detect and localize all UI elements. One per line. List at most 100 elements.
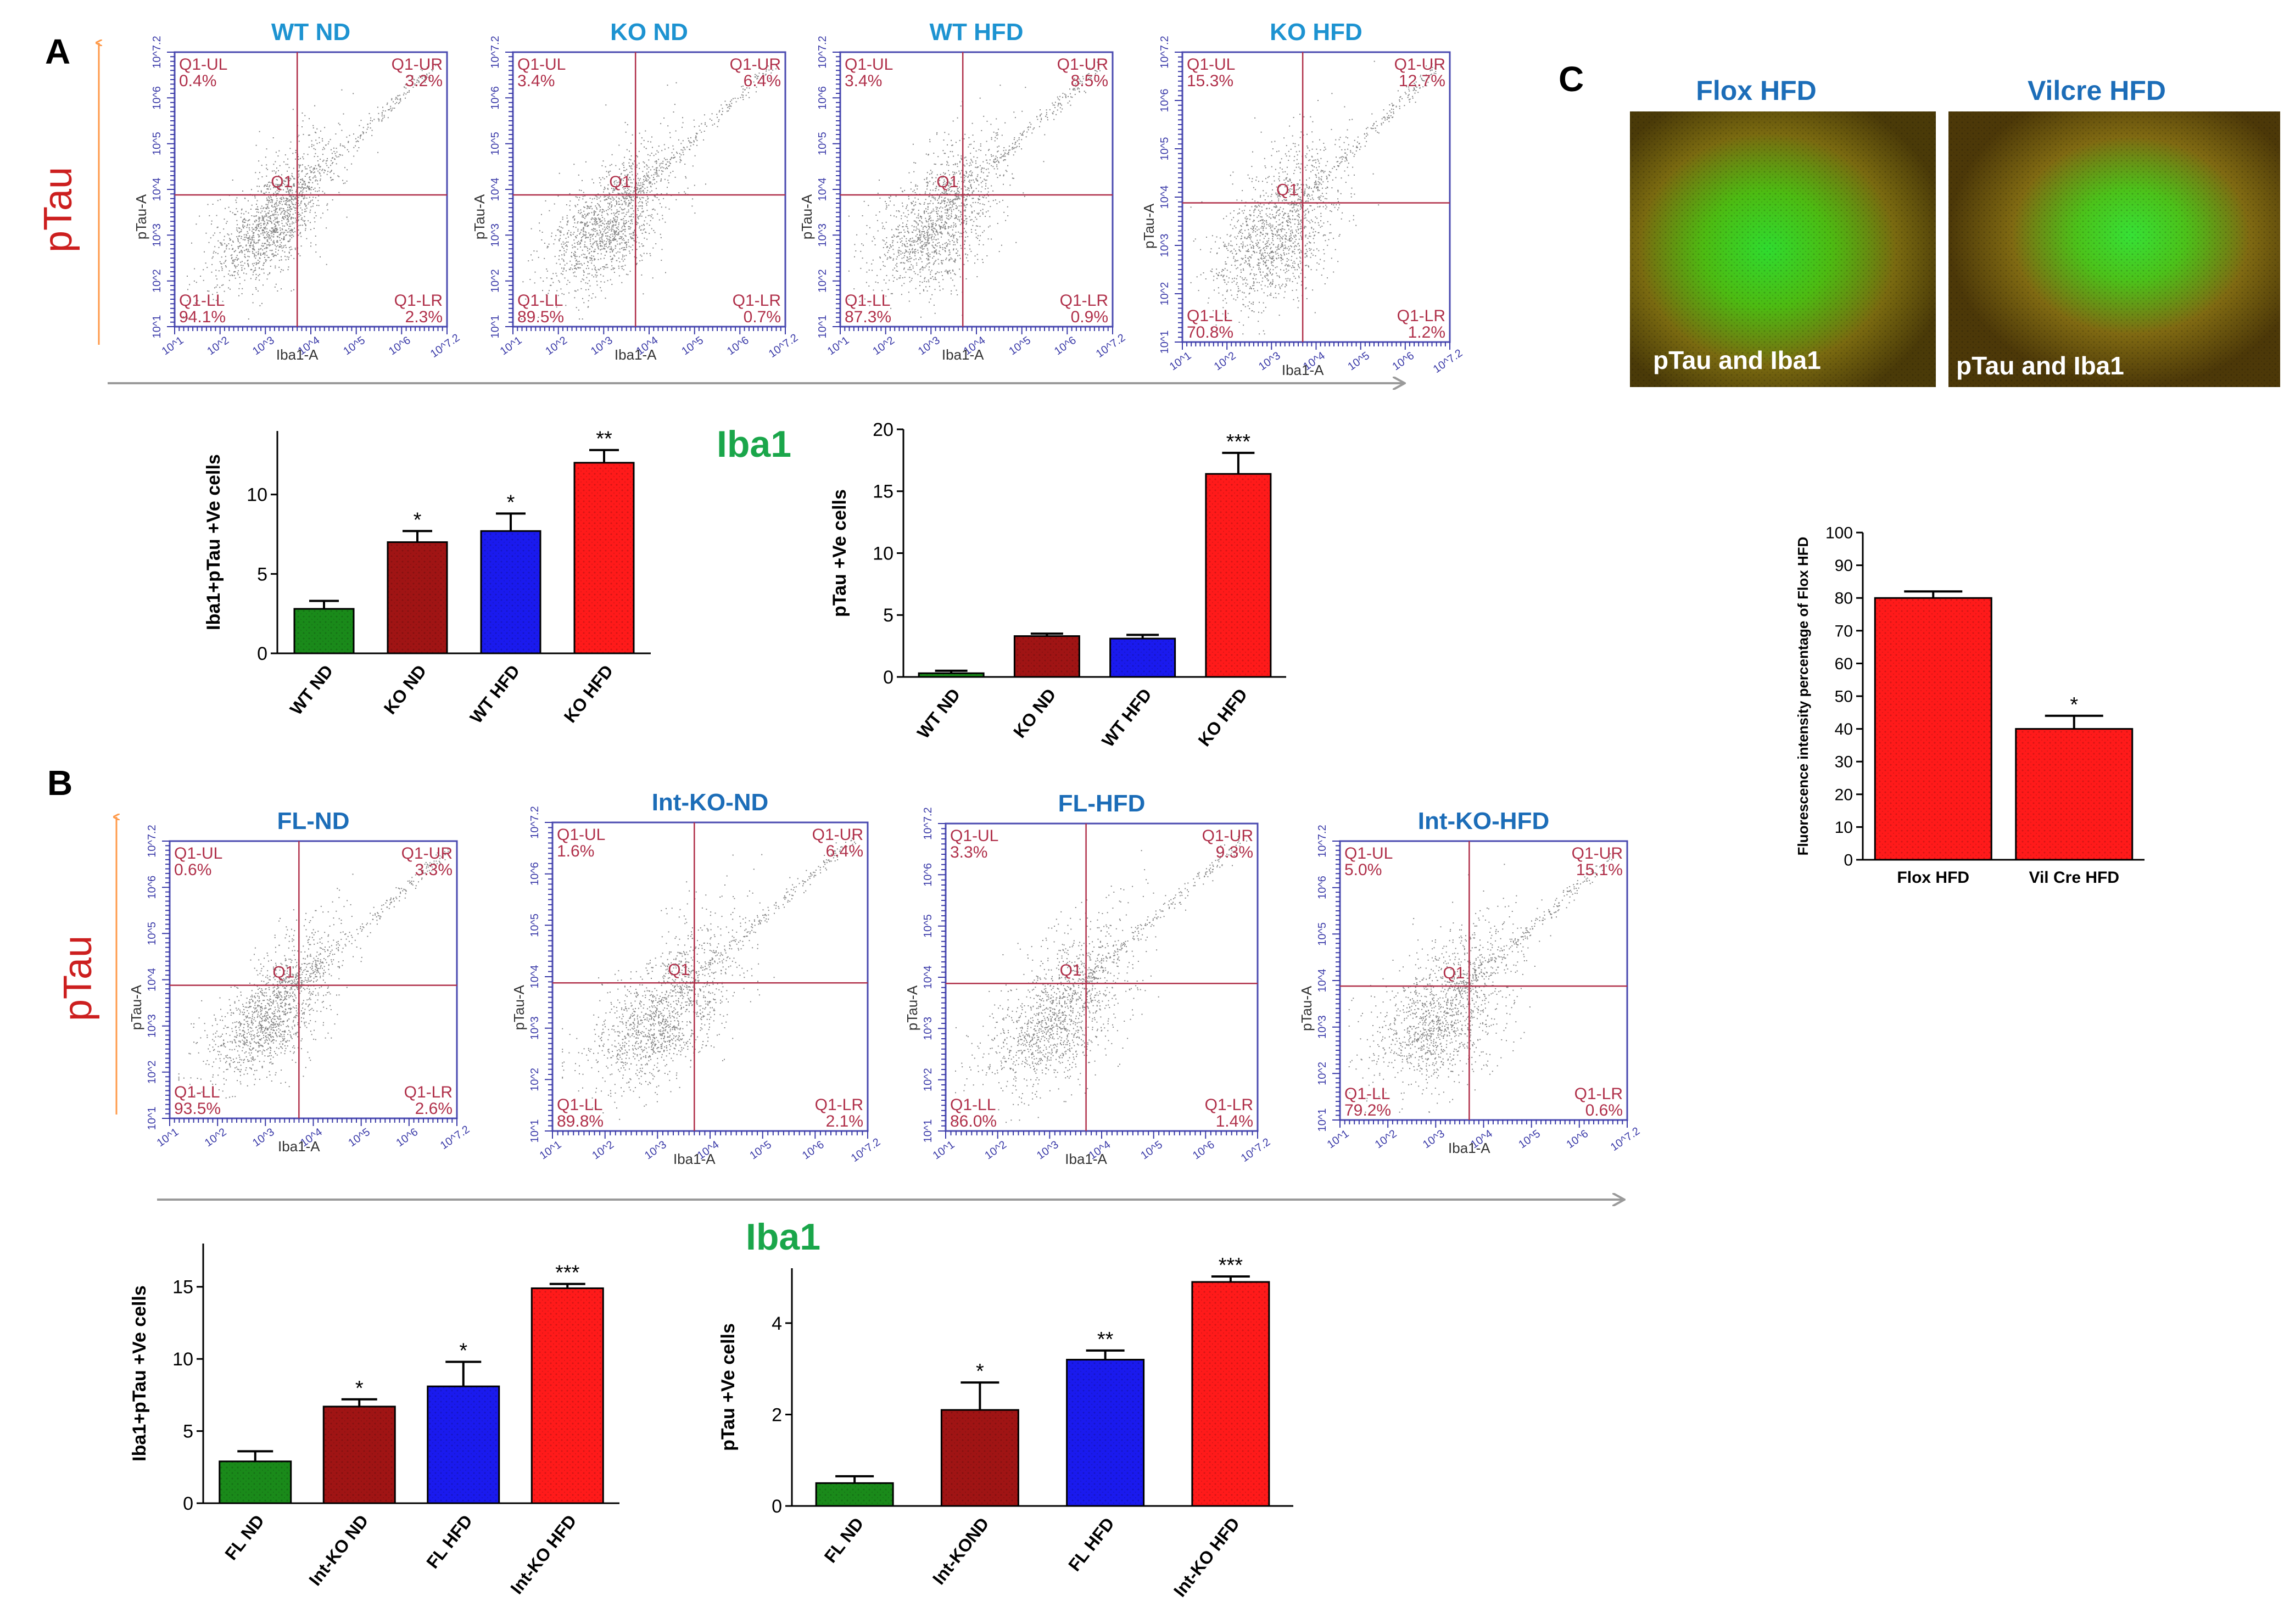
flow-plot-frame (1181, 51, 1451, 343)
y-tick-label: 100 (1825, 524, 1853, 542)
y-axis-label: pTau-A (904, 985, 920, 1031)
y-tick-label: 90 (1835, 557, 1853, 575)
x-tick-label: 10^3 (1035, 1139, 1061, 1162)
x-category-label: FL HFD (1064, 1514, 1118, 1575)
quadrant-ur-name: Q1-UR (1572, 844, 1623, 863)
y-tick-label: 0 (772, 1496, 782, 1517)
quadrant-ll-value: 70.8% (1187, 323, 1233, 341)
flow-plot: FL-HFDQ1-UL3.3%Q1-UR9.3%Q1-LL86.0%Q1-LR1… (904, 790, 1272, 1167)
y-tick-label: 10^5 (922, 914, 934, 938)
y-tick-label: 10^7.2 (489, 36, 501, 68)
y-tick-label: 0 (883, 667, 894, 688)
flow-plot-scatter (1348, 853, 1622, 1113)
y-tick-label: 70 (1835, 622, 1853, 640)
significance-label: * (2070, 693, 2078, 716)
y-tick-label: 10^6 (817, 86, 829, 110)
quadrant-ll-value: 86.0% (950, 1112, 997, 1130)
x-tick-label: 10^2 (1212, 350, 1238, 373)
x-tick-label: 10^2 (1373, 1128, 1399, 1151)
x-tick-label: 10^2 (205, 334, 231, 358)
y-tick-label: 5 (883, 605, 894, 626)
quadrant-center-label: Q1 (936, 173, 958, 191)
bar-chart-c-fluorescence: 0 10 20 30 40 50 60 70 80 90 100 Fluorescence inten… (1795, 524, 2145, 887)
quadrant-ul-value: 0.6% (174, 861, 211, 879)
y-tick-label: 10^6 (922, 863, 934, 887)
bar-texture (1014, 636, 1080, 677)
x-tick-label: 10^7.2 (428, 332, 462, 360)
panel-label-c: C (1559, 59, 1584, 99)
tick-marks (505, 52, 786, 334)
x-tick-label: 10^5 (341, 334, 367, 358)
quadrant-ur-value: 6.4% (826, 842, 863, 860)
quadrant-ur-value: 12.7% (1399, 72, 1445, 90)
iba1-label-b: Iba1 (746, 1216, 820, 1258)
significance-label: * (414, 508, 422, 531)
x-axis-label: Iba1-A (1282, 362, 1324, 378)
quadrant-ul-value: 3.4% (845, 72, 882, 90)
micrograph-vilcre-hfd: Vilcre HFD pTau and Iba1 (1948, 75, 2280, 387)
x-axis-label: Iba1-A (276, 346, 319, 363)
quadrant-ul-value: 3.3% (950, 843, 987, 861)
flow-plot-title: FL-HFD (1058, 790, 1146, 817)
y-tick-label: 10^2 (146, 1060, 158, 1084)
quadrant-lr-name: Q1-LR (733, 292, 781, 310)
y-tick-label: 10^2 (151, 269, 163, 293)
x-tick-label: 10^3 (1421, 1128, 1447, 1151)
x-category-label: Flox HFD (1897, 869, 1969, 887)
x-category-label: FL ND (820, 1514, 868, 1566)
y-tick-label: 10^2 (1159, 282, 1171, 306)
tick-marks (833, 52, 1113, 334)
x-category-label: FL HFD (422, 1511, 476, 1572)
bar-texture (1192, 1281, 1269, 1506)
y-tick-label: 10^7.2 (146, 825, 158, 857)
x-tick-label: 10^6 (1191, 1139, 1217, 1162)
y-tick-label: 10^4 (146, 968, 158, 992)
y-axis-label: pTau-A (798, 194, 815, 239)
x-tick-label: 10^7.2 (849, 1136, 883, 1164)
x-tick-label: 10^6 (1565, 1128, 1591, 1151)
quadrant-ll-name: Q1-LL (1187, 307, 1232, 325)
y-tick-label: 15 (873, 481, 894, 502)
quadrant-center-label: Q1 (271, 173, 293, 191)
y-tick-label: 10^6 (529, 862, 541, 886)
y-tick-label: 10^7.2 (529, 806, 541, 838)
y-tick-label: 10^6 (151, 86, 163, 110)
x-category-label: WT HFD (466, 661, 524, 727)
iba1-label-a: Iba1 (717, 423, 791, 465)
quadrant-ul-name: Q1-UL (174, 844, 222, 863)
x-tick-label: 10^3 (250, 1126, 277, 1150)
quadrant-ur-value: 9.3% (1216, 843, 1253, 861)
quadrant-ul-value: 5.0% (1344, 861, 1382, 879)
bar-texture (219, 1461, 291, 1503)
y-tick-label: 10^1 (922, 1119, 934, 1143)
y-tick-label: 10^5 (1159, 137, 1171, 161)
tick-marks (545, 822, 868, 1139)
y-tick-label: 10^6 (1159, 89, 1171, 113)
x-tick-label: 10^1 (498, 334, 524, 358)
x-category-label: KO HFD (1194, 685, 1252, 750)
x-tick-label: 10^5 (1138, 1139, 1165, 1162)
y-tick-label: 10^3 (151, 223, 163, 247)
y-tick-label: 10 (873, 543, 894, 564)
y-tick-label: 10 (1835, 819, 1853, 837)
x-axis-label: Iba1-A (1065, 1151, 1107, 1167)
quadrant-ur-value: 3.2% (405, 72, 443, 90)
bar-texture (532, 1288, 604, 1503)
quadrant-lr-name: Q1-LR (1574, 1085, 1623, 1103)
y-axis-label: pTau-A (471, 194, 488, 239)
significance-label: * (507, 491, 515, 514)
bar-chart-a-iba1-ptau: 0 5 10 Iba1+pTau +Ve cells WT ND * KO ND * WT HF… (203, 428, 651, 727)
quadrant-lr-value: 0.9% (1071, 308, 1108, 326)
quadrant-lr-value: 2.6% (415, 1100, 453, 1118)
significance-label: *** (1226, 430, 1251, 453)
y-tick-label: 15 (172, 1277, 193, 1298)
x-tick-label: 10^3 (643, 1139, 669, 1162)
flow-plot-title: FL-ND (277, 808, 350, 835)
quadrant-ur-name: Q1-UR (1394, 55, 1445, 74)
y-tick-label: 10^5 (529, 914, 541, 937)
quadrant-lr-value: 1.2% (1408, 323, 1445, 341)
y-tick-label: 10^5 (817, 132, 829, 155)
quadrant-ur-name: Q1-UR (401, 844, 453, 863)
micrograph-texture (1948, 111, 2280, 387)
